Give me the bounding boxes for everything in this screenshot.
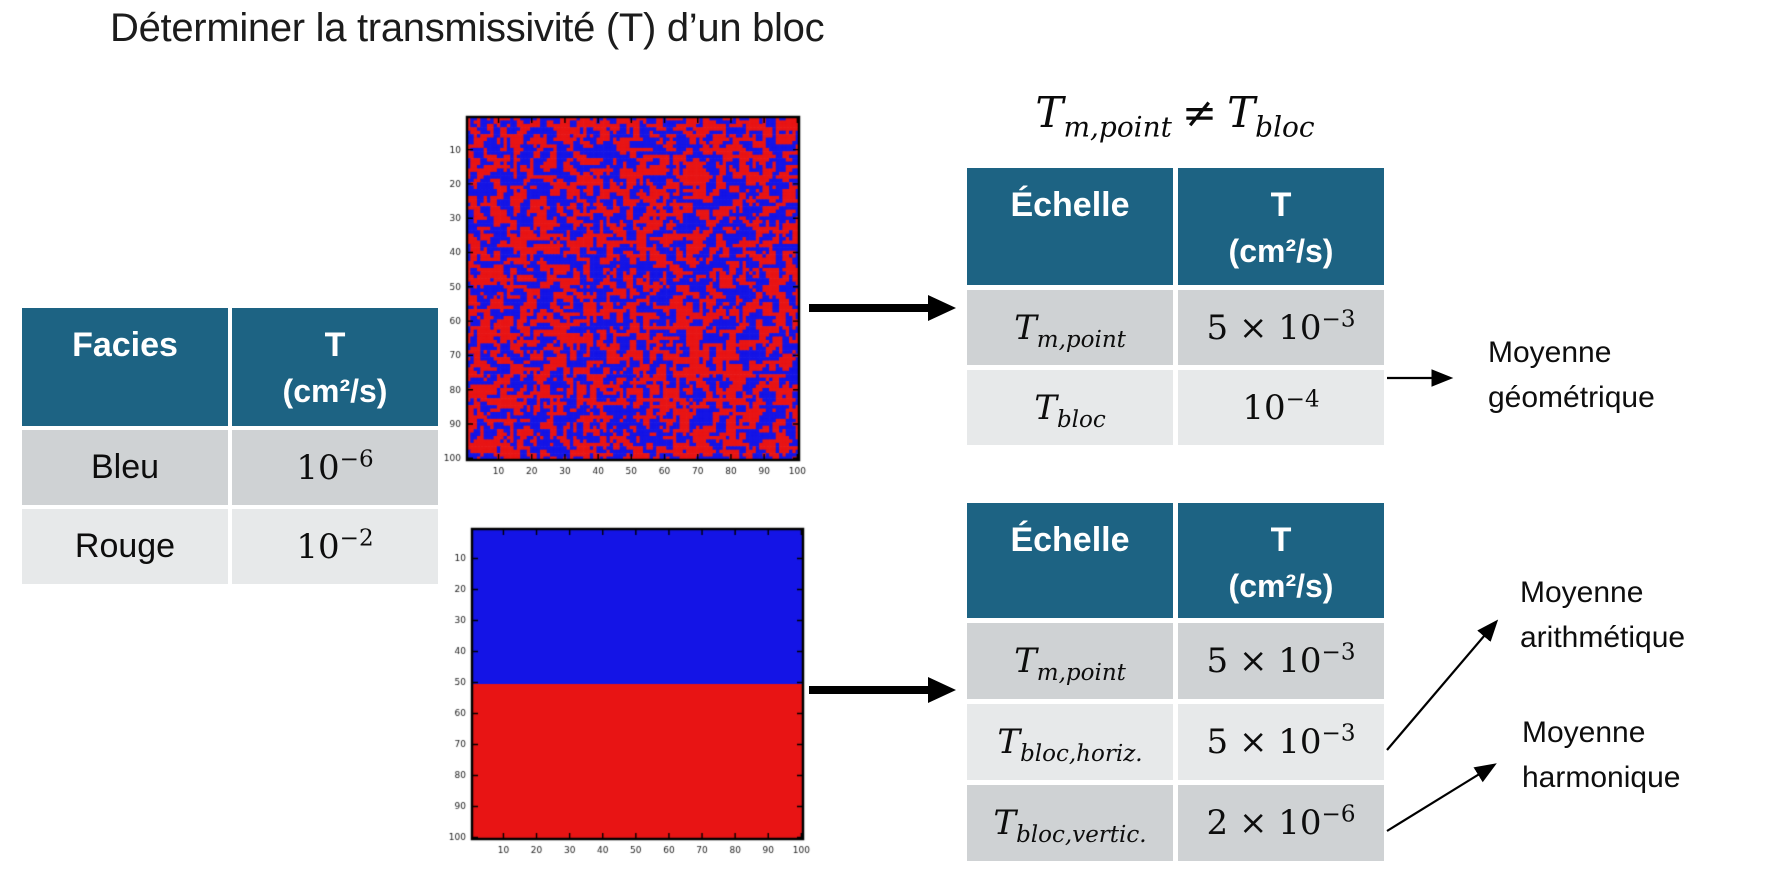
table-cell-tbloc-horiz: Tbloc,horiz. [967,704,1173,780]
equation-tmpoint-neq-tbloc: Tm,point ≠ Tbloc [1035,88,1315,144]
scale-table-random: Échelle T (cm²/s) Tm,point 5 × 10−3 Tblo… [967,168,1384,445]
random-facies-field-plot [425,108,825,483]
facies-table: Facies T (cm²/s) Bleu 10−6 Rouge 10−2 [22,308,438,584]
arrow-random-to-table [809,295,956,321]
table-cell-tbloc-vertic: Tbloc,vertic. [967,785,1173,861]
label-moyenne-arithmetique: Moyenne arithmétique [1520,576,1686,654]
arrow-to-moyenne-arithmetique [1386,619,1499,751]
facies-header-cell: Facies [22,308,228,426]
arrow-to-moyenne-harmonique [1386,763,1497,832]
layered-facies-field-plot [425,520,825,870]
scale-table-layered: Échelle T (cm²/s) Tm,point 5 × 10−3 Tblo… [967,503,1384,861]
label-moyenne-harmonique: Moyenne harmonique [1522,716,1681,794]
facies-t-header-cell: T (cm²/s) [232,308,438,426]
facies-header-label: Facies [72,326,178,364]
table-cell-tbloc-horiz-value: 5 × 10−3 [1178,704,1384,780]
echelle-header-cell: Échelle [967,503,1173,618]
table-cell-tbloc: Tbloc [967,370,1173,445]
table-cell-facies-bleu: Bleu [22,430,228,505]
table-cell-t-bleu: 10−6 [232,430,438,505]
page-title: Déterminer la transmissivité (T) d’un bl… [110,6,825,50]
arrow-layered-to-table [809,677,956,703]
table-cell-tmpoint-value: 5 × 10−3 [1178,623,1384,699]
label-moyenne-geometrique: Moyenne géométrique [1488,336,1655,414]
table-cell-tbloc-value: 10−4 [1178,370,1384,445]
t-header-cell: T (cm²/s) [1178,503,1384,618]
table-cell-facies-rouge: Rouge [22,509,228,584]
table-cell-t-rouge: 10−2 [232,509,438,584]
arrow-to-moyenne-geometrique [1387,369,1454,387]
table-cell-tbloc-vertic-value: 2 × 10−6 [1178,785,1384,861]
echelle-header-cell: Échelle [967,168,1173,285]
t-unit-label: (cm²/s) [282,373,388,409]
table-cell-tmpoint: Tm,point [967,623,1173,699]
table-cell-tmpoint: Tm,point [967,290,1173,365]
t-header-cell: T (cm²/s) [1178,168,1384,285]
table-cell-tmpoint-value: 5 × 10−3 [1178,290,1384,365]
t-header-label: T [324,326,346,364]
